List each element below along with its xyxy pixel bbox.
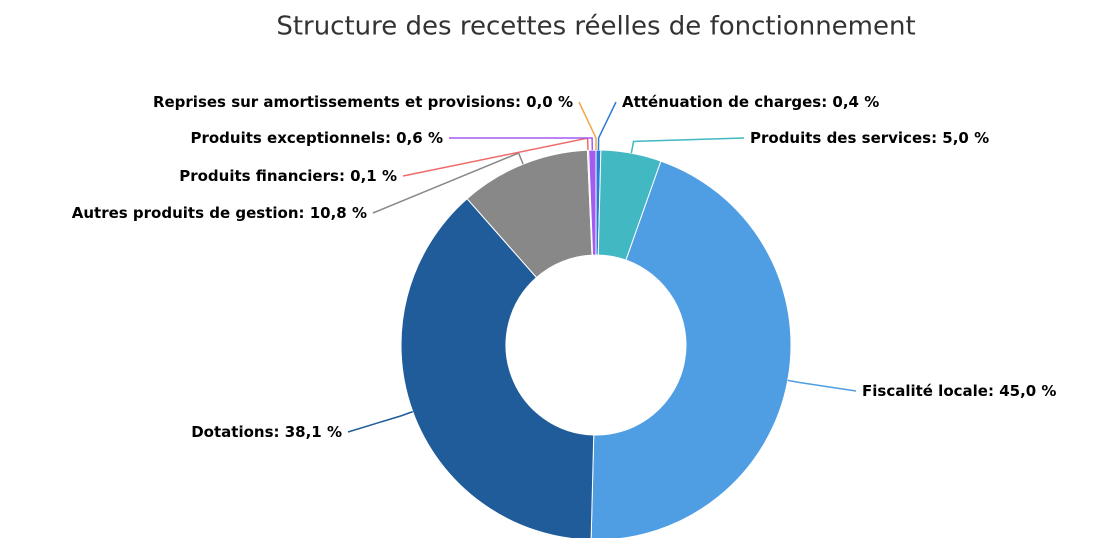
separator: : (339, 167, 350, 185)
leader-line (630, 137, 745, 154)
separator: : (515, 93, 526, 111)
value-label: 0,4 % (832, 93, 879, 111)
value-label: 45,0 % (999, 382, 1056, 400)
category-name: Produits exceptionnels (190, 129, 385, 147)
separator: : (821, 93, 832, 111)
donut-slice (400, 198, 595, 538)
value-label: 38,1 % (285, 423, 342, 441)
chart-title: Structure des recettes réelles de foncti… (276, 12, 915, 42)
value-label: 0,0 % (526, 93, 573, 111)
separator: : (299, 204, 310, 222)
category-name: Dotations (191, 423, 273, 441)
leader-line (787, 379, 857, 392)
leader-line (597, 101, 617, 151)
donut-slice (590, 160, 792, 538)
data-label: Dotations: 38,1 % (191, 423, 342, 441)
data-label: Produits exceptionnels: 0,6 % (190, 129, 443, 147)
leader-line (347, 410, 413, 433)
category-name: Fiscalité locale (862, 382, 988, 400)
category-name: Reprises sur amortissements et provision… (153, 93, 515, 111)
category-name: Produits des services (750, 129, 931, 147)
separator: : (931, 129, 942, 147)
separator: : (274, 423, 285, 441)
value-label: 0,6 % (396, 129, 443, 147)
value-label: 5,0 % (942, 129, 989, 147)
separator: : (385, 129, 396, 147)
data-label: Fiscalité locale: 45,0 % (862, 382, 1056, 400)
data-label: Atténuation de charges: 0,4 % (622, 93, 879, 111)
data-label: Produits financiers: 0,1 % (179, 167, 397, 185)
category-name: Autres produits de gestion (72, 204, 299, 222)
data-label: Autres produits de gestion: 10,8 % (72, 204, 367, 222)
value-label: 0,1 % (350, 167, 397, 185)
separator: : (988, 382, 999, 400)
leader-line (448, 137, 594, 151)
category-name: Produits financiers (179, 167, 339, 185)
data-label: Reprises sur amortissements et provision… (153, 93, 573, 111)
value-label: 10,8 % (310, 204, 367, 222)
leader-line (578, 101, 597, 150)
category-name: Atténuation de charges (622, 93, 821, 111)
data-label: Produits des services: 5,0 % (750, 129, 989, 147)
